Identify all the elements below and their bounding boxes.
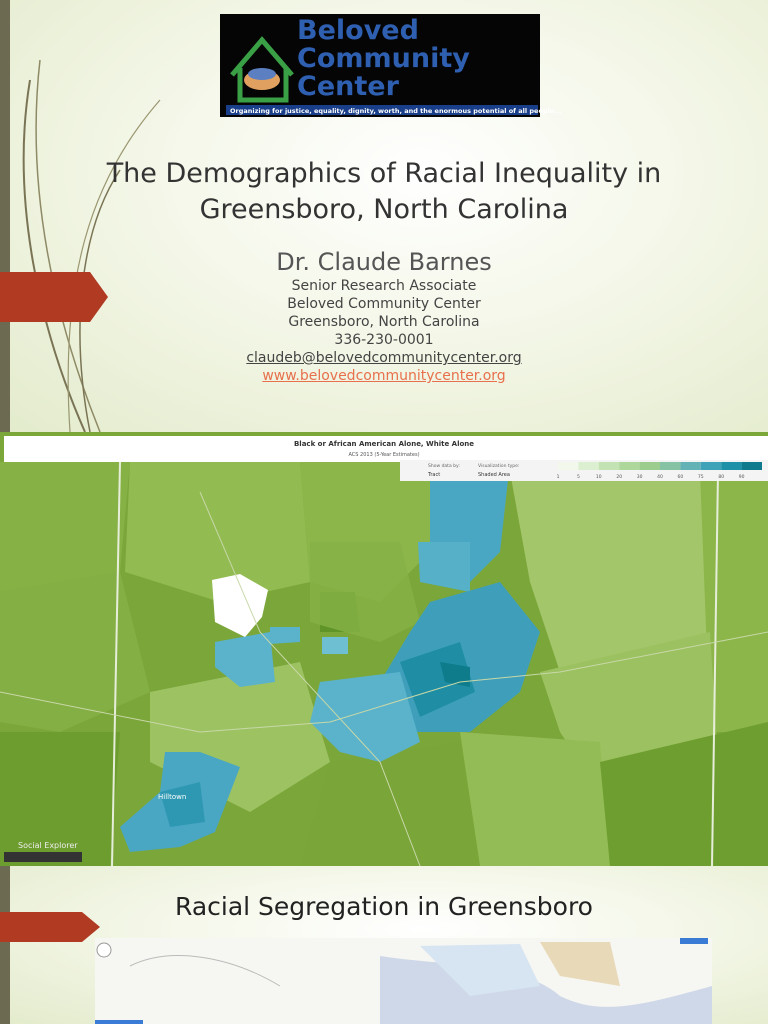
logo-text: Community bbox=[297, 43, 470, 74]
presenter: Dr. Claude Barnes bbox=[276, 248, 492, 276]
legend-label: 40 bbox=[657, 474, 663, 480]
map-title: Black or African American Alone, White A… bbox=[294, 440, 474, 448]
control-label: Show data by: bbox=[428, 463, 460, 469]
legend-label: 5 bbox=[577, 474, 580, 480]
map-overlay: Black or African American Alone, White A… bbox=[4, 440, 762, 862]
legend-swatch bbox=[721, 462, 742, 470]
logo-text: Center bbox=[297, 71, 400, 102]
control-value[interactable]: Tract bbox=[427, 472, 440, 478]
control-value[interactable]: Shaded Area bbox=[478, 472, 510, 478]
legend-label: 90 bbox=[739, 474, 745, 480]
side-strip bbox=[0, 866, 10, 1024]
map-subtitle: ACS 2013 (5-Year Estimates) bbox=[348, 452, 419, 458]
legend-label: 10 bbox=[596, 474, 602, 480]
brand: Social Explorer bbox=[18, 841, 78, 850]
logo: Beloved Community Center Organizing for … bbox=[226, 15, 562, 115]
legend-label: 60 bbox=[678, 474, 684, 480]
slide-decoration bbox=[0, 14, 540, 432]
title-slide: Beloved Community Center Organizing for … bbox=[0, 0, 768, 432]
legend-swatch bbox=[619, 462, 640, 470]
legend-label: 75 bbox=[698, 474, 704, 480]
detail-line: Beloved Community Center bbox=[287, 296, 481, 312]
map-slide: Black or African American Alone, White A… bbox=[0, 432, 768, 866]
legend-swatch bbox=[639, 462, 660, 470]
legend-swatch bbox=[741, 462, 762, 470]
legend-label: 1 bbox=[557, 474, 560, 480]
slide-decoration bbox=[0, 912, 712, 1024]
detail-line: 336-230-0001 bbox=[334, 332, 434, 348]
legend: 1 5 10 20 30 40 60 75 80 90 bbox=[557, 462, 762, 480]
legend-swatch bbox=[578, 462, 599, 470]
details: Senior Research Associate Beloved Communi… bbox=[40, 277, 728, 349]
logo-text: Beloved bbox=[297, 15, 419, 46]
side-strip bbox=[0, 0, 10, 432]
map bbox=[0, 432, 768, 866]
legend-label: 20 bbox=[616, 474, 622, 480]
website[interactable]: www.belovedcommunitycenter.org bbox=[262, 368, 506, 384]
legend-swatch bbox=[598, 462, 620, 470]
control-label: Visualization type: bbox=[478, 463, 519, 469]
segregation-slide: Racial Segregation in Greensboro bbox=[0, 866, 768, 1024]
logo-tagline: Organizing for justice, equality, dignit… bbox=[230, 107, 562, 115]
legend-swatch bbox=[660, 462, 681, 470]
detail-line: Senior Research Associate bbox=[291, 278, 477, 294]
legend-label: 80 bbox=[718, 474, 724, 480]
slide-title: Racial Segregation in Greensboro bbox=[175, 892, 593, 921]
email[interactable]: claudeb@belovedcommunitycenter.org bbox=[246, 350, 522, 366]
slide-title: The Demographics of Racial Inequality in… bbox=[106, 158, 662, 225]
place-label: Hilltown bbox=[158, 793, 186, 801]
detail-line: Greensboro, North Carolina bbox=[288, 314, 480, 330]
legend-label: 30 bbox=[637, 474, 643, 480]
legend-swatch bbox=[558, 462, 579, 470]
legend-swatch bbox=[680, 462, 701, 470]
legend-swatch bbox=[700, 462, 722, 470]
